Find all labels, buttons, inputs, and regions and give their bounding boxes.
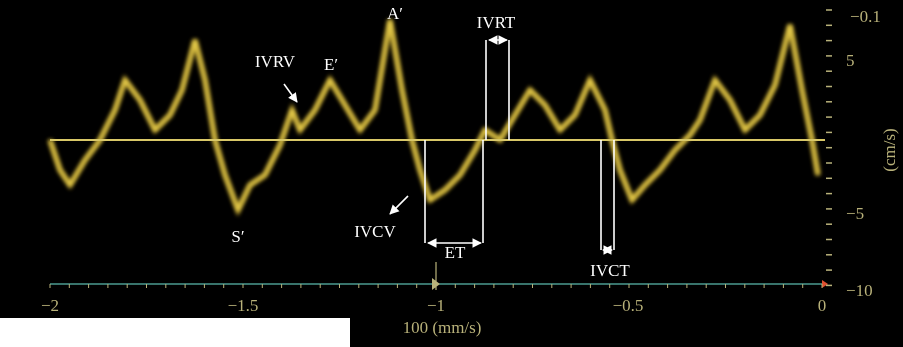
label: ET <box>445 243 466 262</box>
y-label: −5 <box>846 204 864 223</box>
bottom-axis <box>49 262 828 290</box>
label: S′ <box>231 227 244 246</box>
y-label: 5 <box>846 51 855 70</box>
right-axis <box>826 9 832 287</box>
label: IVCV <box>354 222 396 241</box>
label: IVRT <box>477 13 516 32</box>
x-unit: 100 (mm/s) <box>403 318 482 337</box>
x-label: 0 <box>818 296 827 315</box>
margin <box>0 318 350 347</box>
label: IVRV <box>255 52 296 71</box>
y-label: −0.1 <box>850 7 881 26</box>
x-label: −1.5 <box>228 296 259 315</box>
label: A′ <box>387 4 403 23</box>
y-unit: (cm/s) <box>880 128 899 171</box>
y-label: −10 <box>846 281 873 300</box>
label: IVCT <box>590 261 630 280</box>
x-label: −2 <box>41 296 59 315</box>
label: E′ <box>324 55 338 74</box>
x-label: −1 <box>427 296 445 315</box>
markers <box>283 35 615 255</box>
x-label: −0.5 <box>613 296 644 315</box>
